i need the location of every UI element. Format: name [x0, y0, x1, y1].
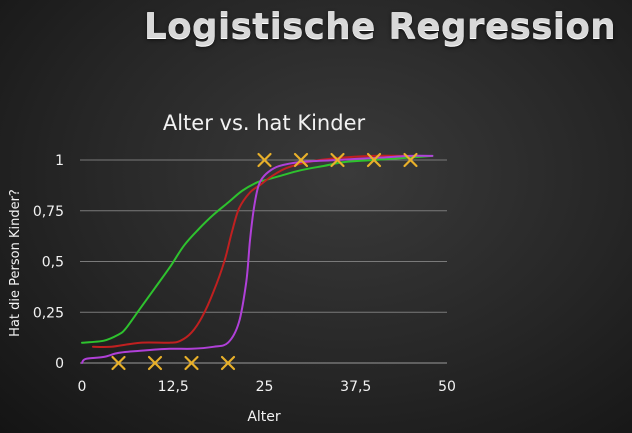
y-axis-label: Hat die Person Kinder? [8, 189, 23, 337]
data-point-x-marker [330, 152, 345, 168]
data-point-x-marker [220, 355, 236, 371]
data-point-x-marker [403, 152, 418, 168]
data-point-x-marker [184, 355, 199, 371]
data-point-x-marker [293, 152, 309, 168]
series-line-3 [81, 154, 434, 364]
x-tick-label: 50 [438, 379, 456, 395]
y-tick-label: 0,5 [42, 255, 64, 271]
chart-title: Alter vs. hat Kinder [163, 111, 366, 135]
data-point-x-marker [257, 152, 272, 168]
y-tick-label: 0 [55, 356, 64, 372]
y-tick-label: 0,75 [33, 204, 64, 220]
x-tick-label: 0 [78, 379, 87, 395]
x-axis-label: Alter [247, 409, 281, 425]
data-point-x-marker [111, 355, 126, 371]
y-tick-label: 1 [55, 153, 64, 169]
slide-title: Logistische Regression [143, 6, 616, 47]
series-line-1 [81, 154, 434, 344]
x-tick-label: 37,5 [340, 379, 371, 395]
x-tick-label: 12,5 [158, 379, 189, 395]
y-tick-labels: 0 0,25 0,5 0,75 1 [33, 153, 64, 372]
x-tick-labels: 0 12,5 25 37,5 50 [78, 379, 456, 395]
regression-curves [81, 154, 434, 364]
grid-lines [80, 159, 447, 364]
data-point-x-marker [147, 355, 163, 371]
x-tick-label: 25 [256, 379, 274, 395]
data-point-x-marker [366, 152, 382, 168]
y-tick-label: 0,25 [33, 305, 64, 321]
data-points [111, 152, 418, 371]
